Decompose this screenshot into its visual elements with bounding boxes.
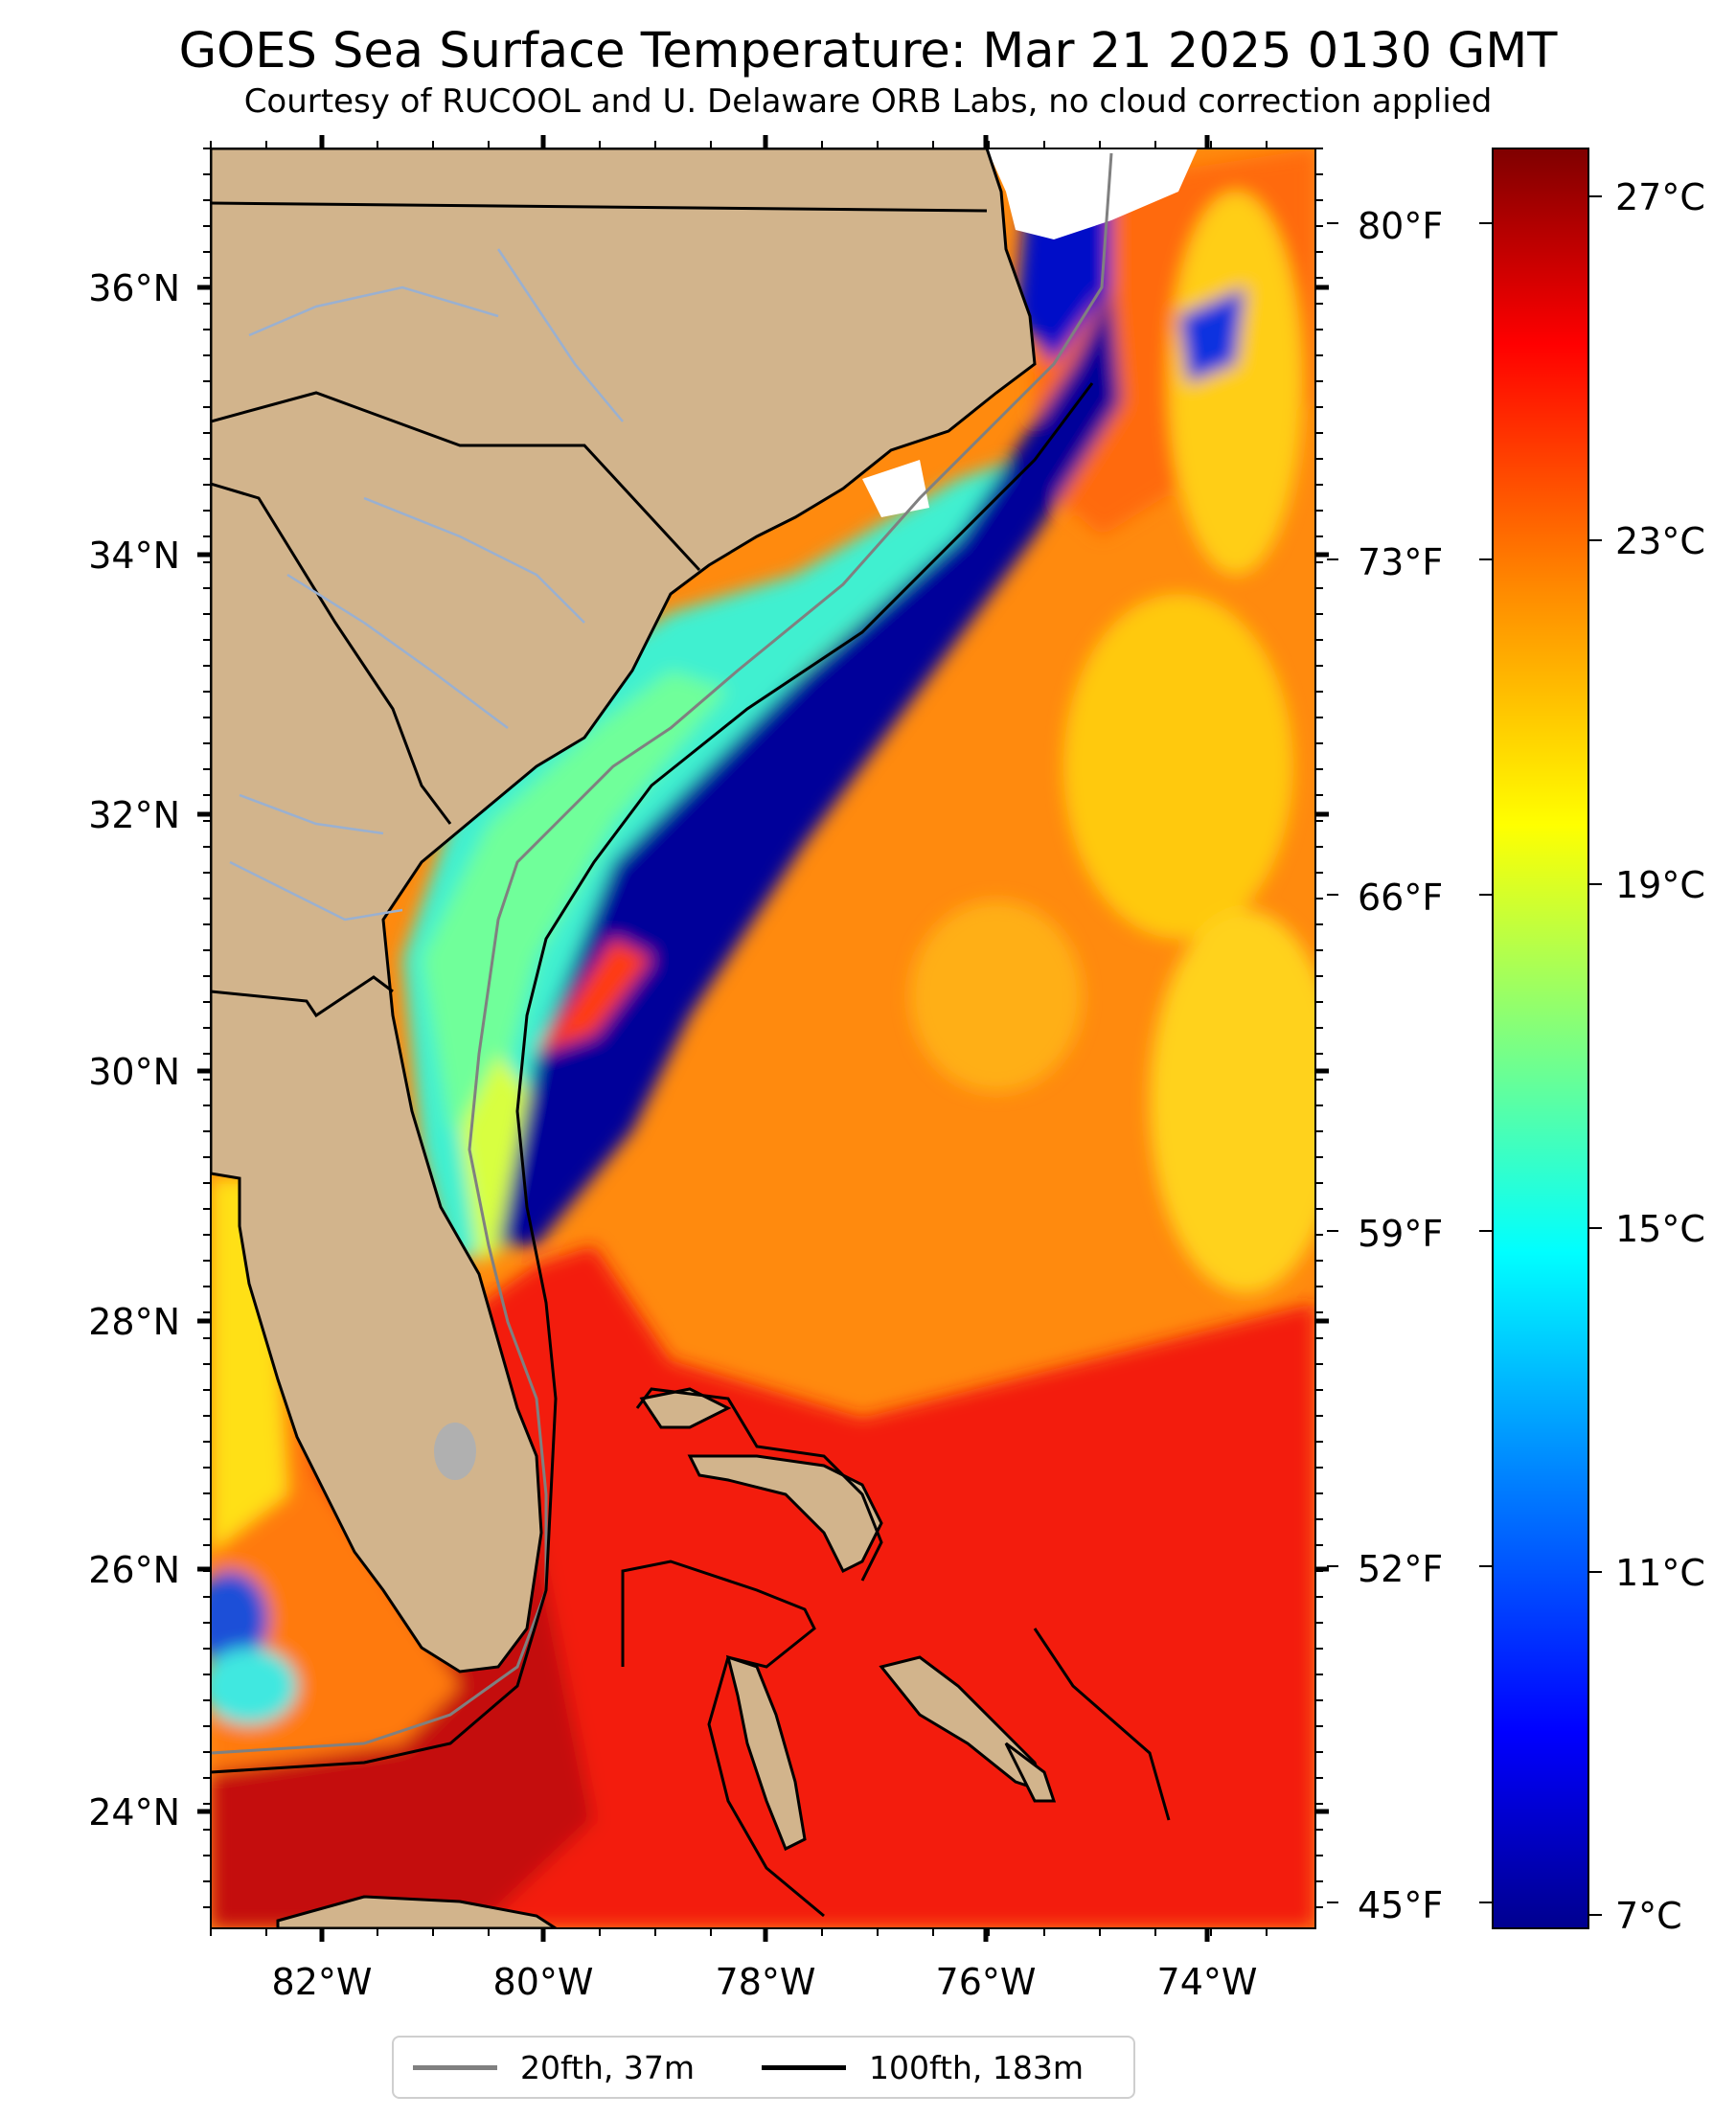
legend: 20fth, 37m 100fth, 183m (392, 2036, 1135, 2099)
lon-labels: 82°W 80°W 78°W 76°W 74°W (272, 1961, 1258, 2003)
colorbar-label: 15°C (1615, 1208, 1705, 1250)
colorbar-label: 7°C (1615, 1895, 1682, 1937)
fahrenheit-labels: 80°F 73°F 66°F 59°F 52°F 45°F (1358, 205, 1443, 1926)
legend-item-20fth: 20fth, 37m (413, 2049, 695, 2086)
fahrenheit-ticks (1327, 222, 1338, 1903)
lon-label: 82°W (272, 1961, 373, 2003)
cuba-land (276, 1895, 559, 1928)
isobath-100fth (211, 382, 1094, 1774)
cloud-patches (862, 148, 1198, 517)
fahrenheit-label: 52°F (1358, 1548, 1443, 1590)
colorbar-label: 27°C (1615, 176, 1705, 218)
legend-item-100fth: 100fth, 183m (762, 2049, 1084, 2086)
us-land (211, 148, 1037, 1674)
lat-label: 32°N (88, 794, 180, 836)
lon-label: 80°W (493, 1961, 594, 2003)
colorbar-label: 19°C (1615, 864, 1705, 906)
colorbar-label: 23°C (1615, 520, 1705, 562)
rivers (229, 248, 624, 922)
legend-label: 20fth, 37m (520, 2048, 695, 2086)
state-borders (211, 201, 988, 1018)
fahrenheit-label: 59°F (1358, 1213, 1443, 1255)
fahrenheit-label: 80°F (1358, 205, 1443, 247)
chart-subtitle: Courtesy of RUCOOL and U. Delaware ORB L… (243, 82, 1493, 121)
lat-label: 26°N (88, 1549, 180, 1591)
bahamas-islands (639, 1387, 1057, 1852)
lake-okeechobee (434, 1423, 476, 1480)
lat-label: 24°N (88, 1791, 180, 1833)
colorbar-ticks (1479, 195, 1602, 1916)
lat-label: 34°N (88, 535, 180, 577)
lat-label: 30°N (88, 1051, 180, 1093)
legend-line-gray (413, 2064, 497, 2070)
lon-label: 78°W (716, 1961, 816, 2003)
colorbar-label: 11°C (1615, 1552, 1705, 1594)
legend-line-black (762, 2064, 846, 2070)
lon-label: 76°W (936, 1961, 1037, 2003)
lon-label: 74°W (1157, 1961, 1258, 2003)
legend-label: 100fth, 183m (869, 2048, 1084, 2086)
lat-label: 36°N (88, 267, 180, 309)
map-area (211, 148, 1315, 1928)
colorbar-labels: 27°C 23°C 19°C 15°C 11°C 7°C (1615, 176, 1705, 1937)
lat-label: 28°N (88, 1301, 180, 1343)
colorbar (1492, 148, 1589, 1929)
isobath-bahamas (621, 1387, 1171, 1918)
axis-ticks (197, 135, 1329, 1942)
fahrenheit-label: 66°F (1358, 877, 1443, 919)
fahrenheit-label: 45°F (1358, 1884, 1443, 1926)
isobath-20fth (211, 152, 1113, 1755)
fahrenheit-label: 73°F (1358, 541, 1443, 583)
lat-labels: 36°N 34°N 32°N 30°N 28°N 26°N 24°N (88, 267, 180, 1833)
chart-title: GOES Sea Surface Temperature: Mar 21 202… (178, 23, 1558, 80)
